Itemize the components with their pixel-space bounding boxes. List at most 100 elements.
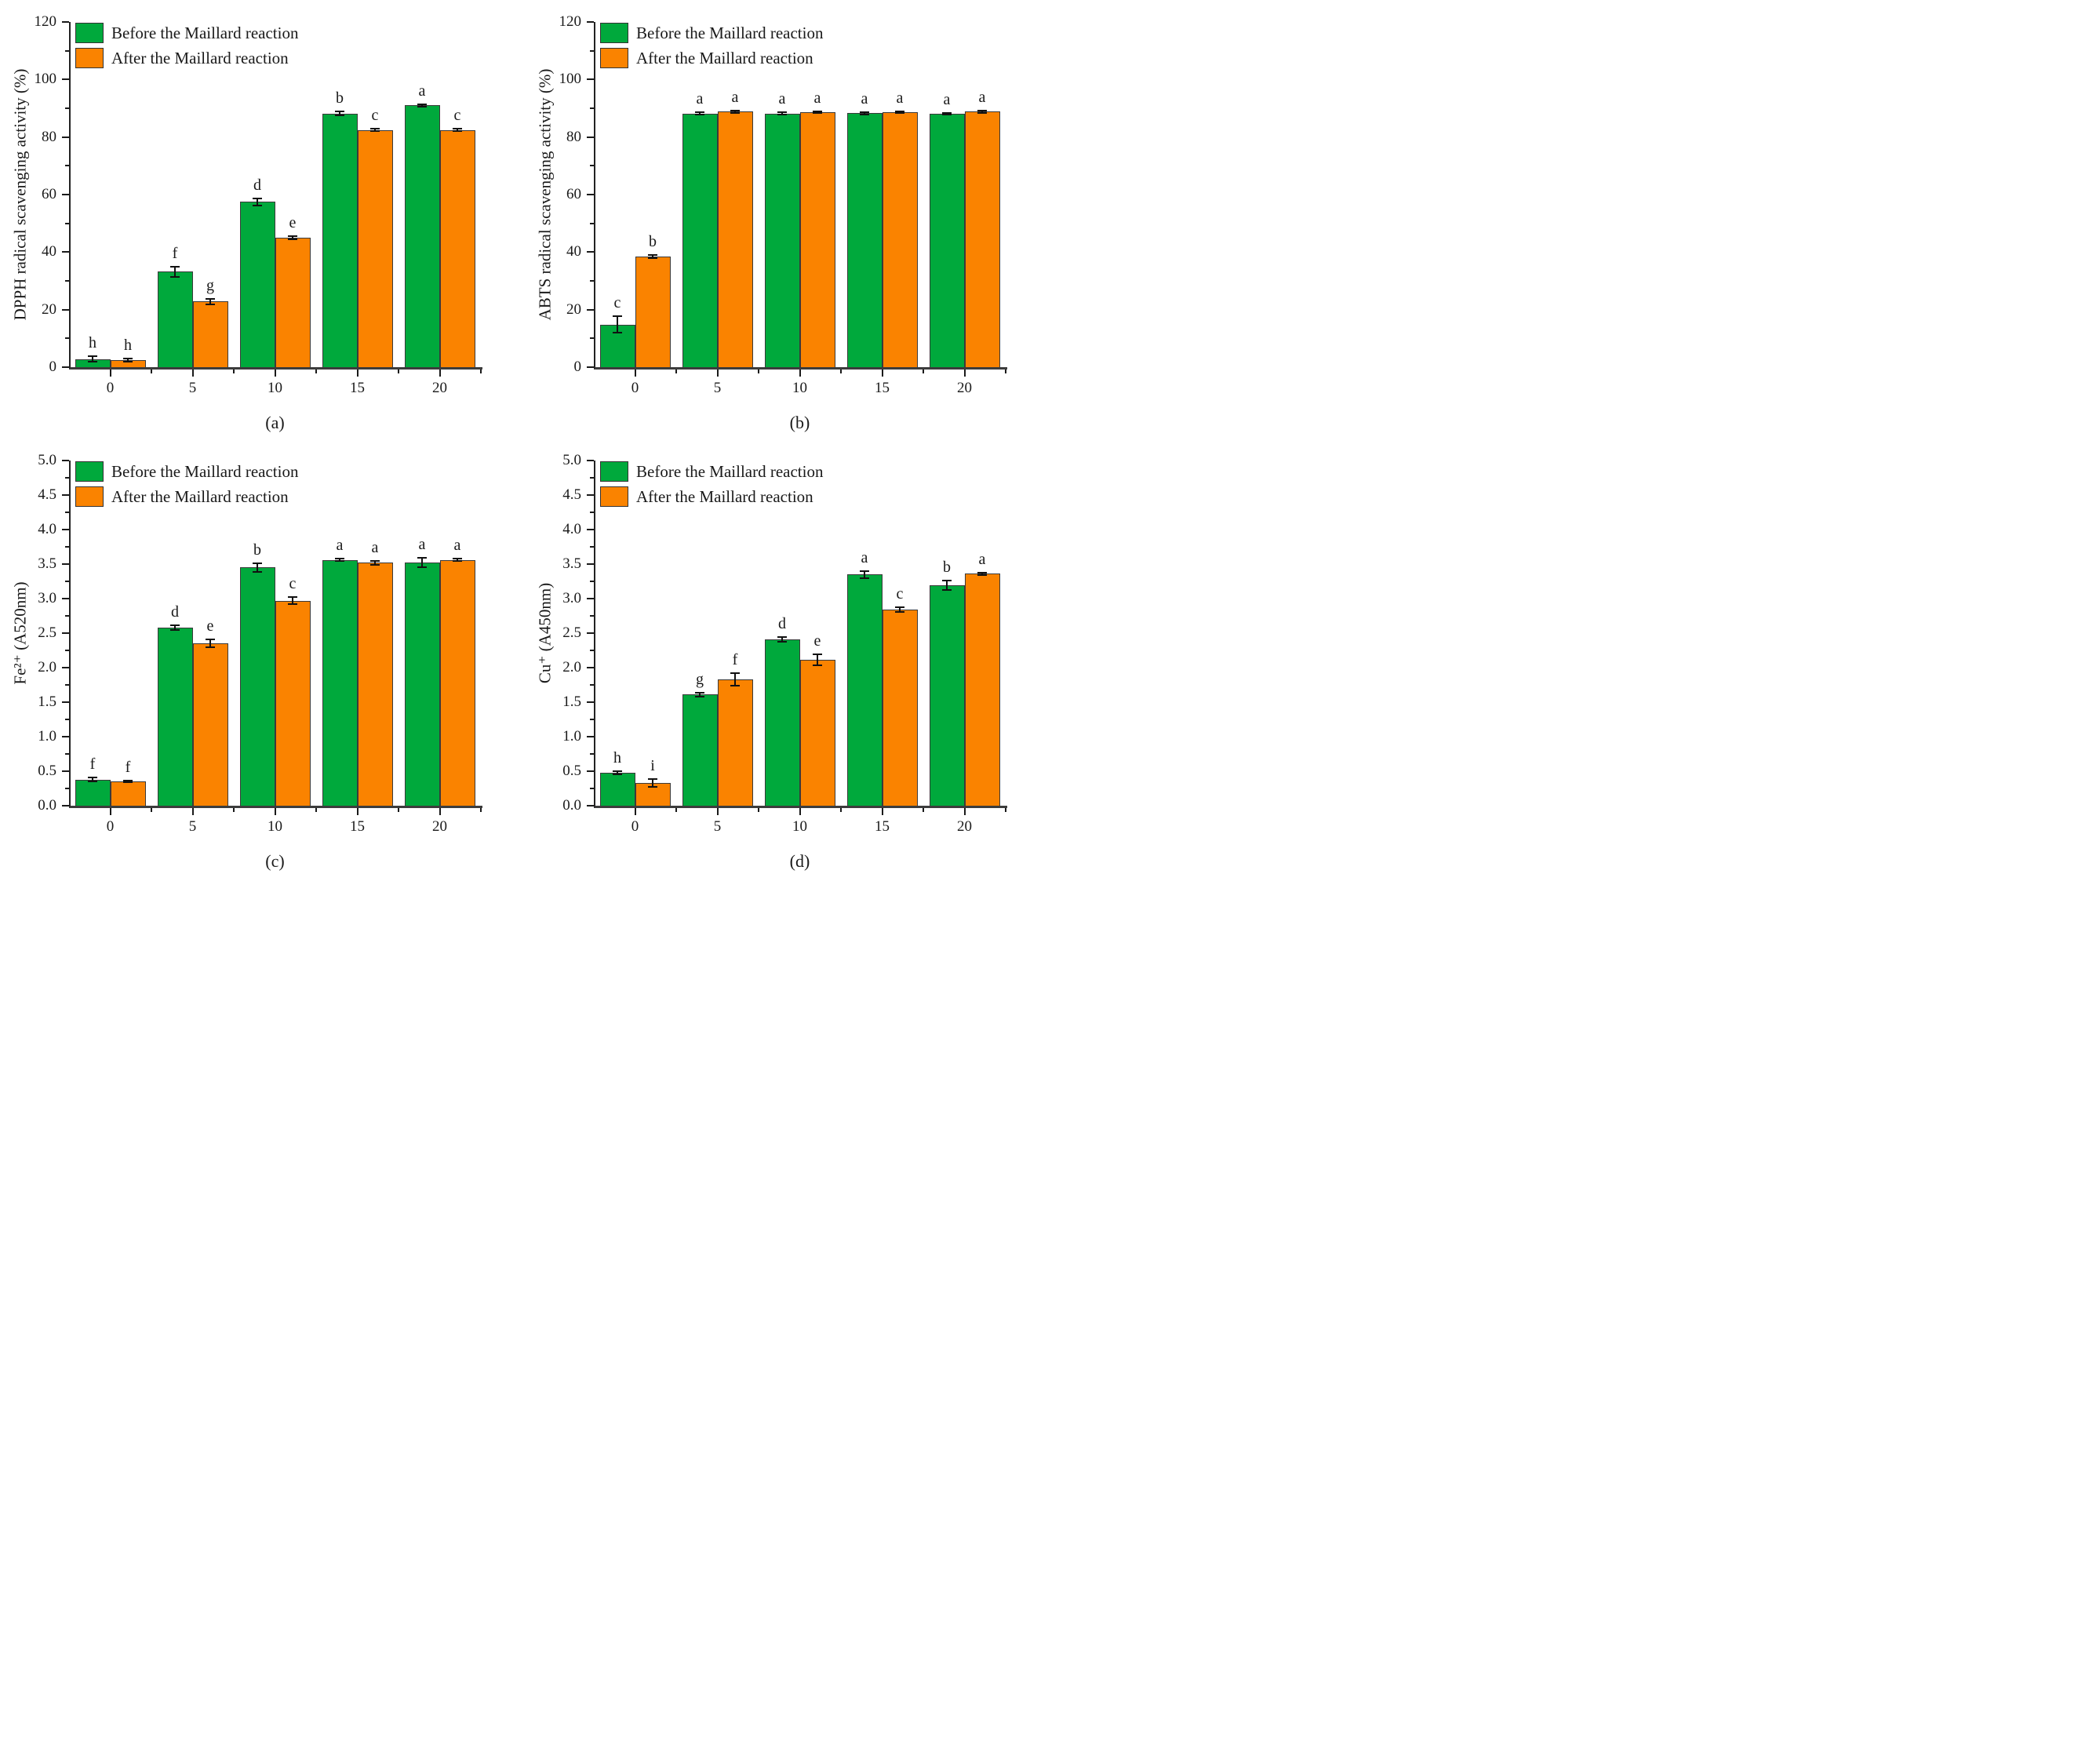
legend-swatch-after xyxy=(75,486,104,507)
error-bar xyxy=(899,111,901,113)
significance-letter: a xyxy=(418,82,426,100)
x-axis-minor-tick xyxy=(480,808,482,812)
error-bar-cap xyxy=(88,361,97,363)
legend-label-before: Before the Maillard reaction xyxy=(111,24,299,42)
error-bar-cap xyxy=(860,113,869,115)
legend-label-after: After the Maillard reaction xyxy=(111,487,289,506)
y-axis-tick-label: 3.0 xyxy=(562,590,581,606)
y-axis-major-tick xyxy=(62,805,69,806)
bar-after xyxy=(635,256,671,367)
x-axis-minor-tick xyxy=(480,370,482,373)
y-axis-minor-tick xyxy=(590,512,594,513)
significance-letter: d xyxy=(778,615,786,633)
legend-label-after: After the Maillard reaction xyxy=(111,49,289,67)
legend-swatch-before xyxy=(75,23,104,43)
bar-after xyxy=(799,111,835,367)
error-bar-cap xyxy=(335,114,344,116)
y-axis-tick-label: 60 xyxy=(566,186,581,202)
bar-before xyxy=(404,563,440,806)
y-axis-tick-label: 5.0 xyxy=(562,452,581,468)
significance-letter: c xyxy=(289,575,297,593)
legend-label-after: After the Maillard reaction xyxy=(636,487,813,506)
error-bar xyxy=(781,112,783,115)
bar-before xyxy=(682,694,718,806)
x-axis-major-tick xyxy=(274,370,276,377)
error-bar-cap xyxy=(942,580,952,582)
bar-before xyxy=(846,574,883,806)
x-axis-major-tick xyxy=(191,808,194,815)
error-bar-cap xyxy=(730,111,740,114)
bar-after xyxy=(357,563,393,806)
y-axis-tick-label: 2.5 xyxy=(562,624,581,641)
panel-label: (c) xyxy=(265,851,285,871)
error-bar xyxy=(946,112,948,115)
bar-after xyxy=(439,559,475,806)
y-axis-tick-label: 80 xyxy=(42,128,56,145)
error-bar-cap xyxy=(288,235,297,237)
error-bar-cap xyxy=(860,111,869,113)
error-bar-cap xyxy=(170,628,180,631)
error-bar xyxy=(457,558,458,562)
y-axis-major-tick xyxy=(587,770,594,772)
chart-panel-b: 0 20 40 60 80 100 120 0 5 10 15 20 c a a a a b a a a a Before … xyxy=(525,0,1050,439)
error-bar-cap xyxy=(730,672,740,675)
y-axis-minor-tick xyxy=(590,581,594,582)
error-bar-cap xyxy=(977,110,987,112)
y-axis-tick-label: 4.5 xyxy=(562,486,581,503)
error-bar xyxy=(421,558,423,568)
x-axis-minor-tick xyxy=(315,808,317,812)
y-axis-tick-label: 0.0 xyxy=(562,797,581,814)
error-bar xyxy=(421,104,423,107)
bar-before xyxy=(157,627,193,806)
y-axis-minor-tick xyxy=(590,337,594,340)
x-axis-major-tick xyxy=(963,808,966,815)
x-axis-tick-label: 0 xyxy=(106,380,115,396)
error-bar-cap xyxy=(695,114,704,116)
y-axis-major-tick xyxy=(587,78,594,81)
error-bar xyxy=(981,572,983,576)
error-bar-cap xyxy=(88,776,97,778)
x-axis-minor-tick xyxy=(840,370,842,373)
error-bar-cap xyxy=(942,114,952,116)
error-bar-cap xyxy=(253,570,262,573)
error-bar-cap xyxy=(895,610,904,613)
y-axis-tick-label: 4.0 xyxy=(562,521,581,537)
error-bar-cap xyxy=(860,570,869,572)
significance-letter: d xyxy=(171,603,179,621)
error-bar-cap xyxy=(453,560,462,563)
y-axis-minor-tick xyxy=(590,477,594,479)
y-axis-major-tick xyxy=(62,136,69,138)
plot-area xyxy=(69,22,482,370)
error-bar-cap xyxy=(370,129,380,132)
bar-after xyxy=(192,301,228,367)
y-axis-minor-tick xyxy=(65,49,69,52)
significance-letter: f xyxy=(172,244,178,262)
legend-swatch-before xyxy=(600,461,628,482)
error-bar-cap xyxy=(813,110,822,112)
legend-label-before: Before the Maillard reaction xyxy=(111,462,299,481)
significance-letter: a xyxy=(943,90,951,108)
x-axis-tick-label: 0 xyxy=(106,818,115,835)
y-axis-major-tick xyxy=(62,701,69,703)
y-axis-major-tick xyxy=(62,736,69,737)
significance-letter: e xyxy=(206,617,214,635)
x-axis-major-tick xyxy=(109,808,111,815)
y-axis-tick-label: 80 xyxy=(566,128,581,145)
y-axis-major-tick xyxy=(62,770,69,772)
error-bar xyxy=(617,771,618,774)
y-axis-tick-label: 60 xyxy=(42,186,56,202)
x-axis-major-tick xyxy=(634,808,636,815)
significance-letter: f xyxy=(125,759,131,777)
y-axis-major-tick xyxy=(62,632,69,634)
error-bar-cap xyxy=(206,303,215,305)
x-axis-minor-tick xyxy=(315,370,317,373)
error-bar-cap xyxy=(335,560,344,563)
error-bar-cap xyxy=(170,275,180,278)
error-bar xyxy=(817,654,818,666)
error-bar-cap xyxy=(453,557,462,559)
error-bar xyxy=(209,299,211,304)
y-axis-major-tick xyxy=(587,805,594,806)
x-axis-minor-tick xyxy=(151,370,152,373)
error-bar xyxy=(699,112,701,115)
error-bar-cap xyxy=(253,197,262,199)
